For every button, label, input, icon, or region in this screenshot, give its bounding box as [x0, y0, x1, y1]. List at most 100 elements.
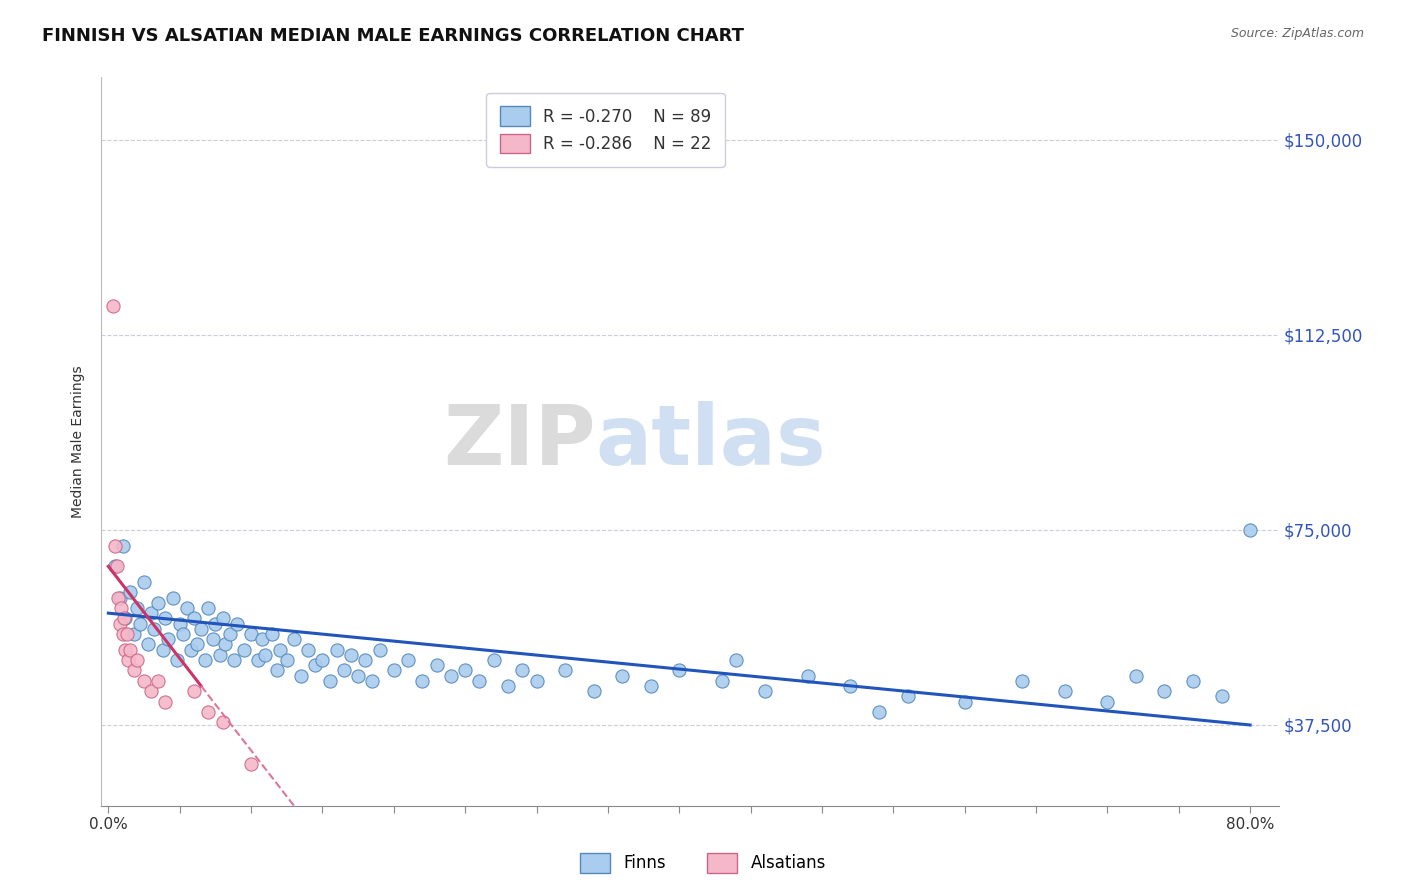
Point [183, 684, 205, 698]
Point [247, 653, 270, 667]
Point [526, 673, 548, 688]
Point [114, 611, 136, 625]
Point [232, 642, 254, 657]
Point [225, 616, 247, 631]
Point [868, 705, 890, 719]
Point [105, 559, 128, 574]
Point [176, 601, 198, 615]
Point [382, 664, 405, 678]
Point [148, 596, 170, 610]
Point [117, 653, 139, 667]
Text: ZIP: ZIP [443, 401, 596, 482]
Point [118, 585, 141, 599]
Point [197, 601, 219, 615]
Point [1182, 673, 1205, 688]
Point [180, 642, 202, 657]
Point [396, 653, 419, 667]
Point [496, 679, 519, 693]
Point [318, 673, 340, 688]
Point [132, 574, 155, 589]
Point [155, 611, 177, 625]
Point [297, 642, 319, 657]
Point [110, 601, 132, 615]
Point [254, 648, 277, 662]
Point [1153, 684, 1175, 698]
Point [796, 668, 818, 682]
Point [211, 715, 233, 730]
Point [141, 684, 163, 698]
Point [725, 653, 748, 667]
Point [262, 627, 284, 641]
Point [640, 679, 662, 693]
Point [186, 637, 208, 651]
Point [166, 653, 188, 667]
Point [157, 632, 180, 647]
Point [101, 299, 124, 313]
Point [304, 658, 326, 673]
Text: FINNISH VS ALSATIAN MEDIAN MALE EARNINGS CORRELATION CHART: FINNISH VS ALSATIAN MEDIAN MALE EARNINGS… [42, 27, 744, 45]
Point [190, 622, 212, 636]
Point [152, 642, 174, 657]
Point [104, 539, 127, 553]
Point [114, 642, 136, 657]
Text: Source: ZipAtlas.com: Source: ZipAtlas.com [1230, 27, 1364, 40]
Point [554, 664, 576, 678]
Point [454, 664, 477, 678]
Point [1239, 523, 1261, 537]
Point [897, 690, 920, 704]
Point [266, 664, 288, 678]
Point [111, 539, 134, 553]
Point [115, 627, 138, 641]
Point [141, 606, 163, 620]
Point [276, 653, 298, 667]
Point [582, 684, 605, 698]
Point [953, 695, 976, 709]
Point [172, 627, 194, 641]
Point [311, 653, 333, 667]
Point [839, 679, 862, 693]
Point [211, 611, 233, 625]
Point [333, 664, 356, 678]
Point [143, 622, 166, 636]
Point [510, 664, 533, 678]
Point [214, 637, 236, 651]
Point [354, 653, 377, 667]
Point [1053, 684, 1076, 698]
Point [162, 591, 184, 605]
Point [155, 695, 177, 709]
Legend: R = -0.270    N = 89, R = -0.286    N = 22: R = -0.270 N = 89, R = -0.286 N = 22 [486, 93, 724, 167]
Point [104, 559, 127, 574]
Point [112, 611, 135, 625]
Point [711, 673, 734, 688]
Point [283, 632, 305, 647]
Point [368, 642, 391, 657]
Point [754, 684, 776, 698]
Point [107, 591, 129, 605]
Point [440, 668, 463, 682]
Point [197, 705, 219, 719]
Point [108, 591, 131, 605]
Y-axis label: Median Male Earnings: Median Male Earnings [72, 365, 86, 518]
Point [1125, 668, 1147, 682]
Point [240, 627, 263, 641]
Point [1211, 690, 1233, 704]
Point [325, 642, 347, 657]
Point [148, 673, 170, 688]
Point [1011, 673, 1033, 688]
Text: atlas: atlas [596, 401, 827, 482]
Point [122, 627, 145, 641]
Point [201, 632, 224, 647]
Point [668, 664, 690, 678]
Point [169, 616, 191, 631]
Point [204, 616, 226, 631]
Point [610, 668, 633, 682]
Point [290, 668, 312, 682]
Point [252, 632, 274, 647]
Point [340, 648, 363, 662]
Point [482, 653, 505, 667]
Point [194, 653, 217, 667]
Point [122, 664, 145, 678]
Point [118, 642, 141, 657]
Point [218, 627, 240, 641]
Point [125, 601, 148, 615]
